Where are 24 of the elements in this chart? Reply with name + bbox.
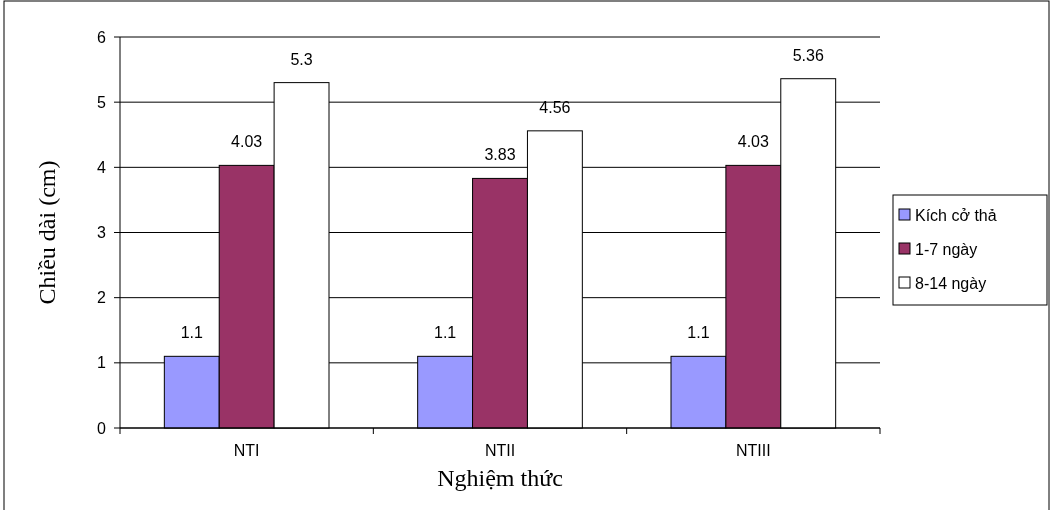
- legend-label: Kích cở thả: [915, 206, 997, 224]
- data-label: 5.36: [792, 46, 824, 64]
- x-axis-title: Nghiệm thức: [437, 465, 563, 491]
- legend-label: 1-7 ngày: [915, 240, 978, 258]
- y-tick-label: 5: [97, 93, 107, 111]
- data-label: 1.1: [687, 324, 710, 342]
- y-tick-label: 6: [97, 28, 107, 46]
- x-tick-label: NTI: [233, 442, 260, 459]
- y-tick-label: 3: [97, 224, 107, 242]
- legend-label: 8-14 ngày: [915, 274, 987, 292]
- x-tick-label: NTIII: [736, 442, 771, 459]
- y-axis-title: Chiều dài (cm): [34, 160, 60, 305]
- data-label: 3.83: [484, 146, 516, 164]
- data-label: 4.56: [539, 98, 571, 116]
- data-label: 4.03: [737, 133, 770, 151]
- data-label: 1.1: [433, 324, 457, 342]
- y-tick-label: 0: [97, 419, 107, 437]
- y-tick-label: 2: [97, 289, 107, 307]
- y-tick-label: 1: [97, 354, 107, 372]
- data-label: 1.1: [180, 324, 203, 342]
- x-tick-label: NTII: [484, 442, 516, 459]
- data-label: 4.03: [231, 133, 263, 151]
- y-tick-label: 4: [97, 158, 107, 176]
- data-label: 5.3: [290, 50, 313, 68]
